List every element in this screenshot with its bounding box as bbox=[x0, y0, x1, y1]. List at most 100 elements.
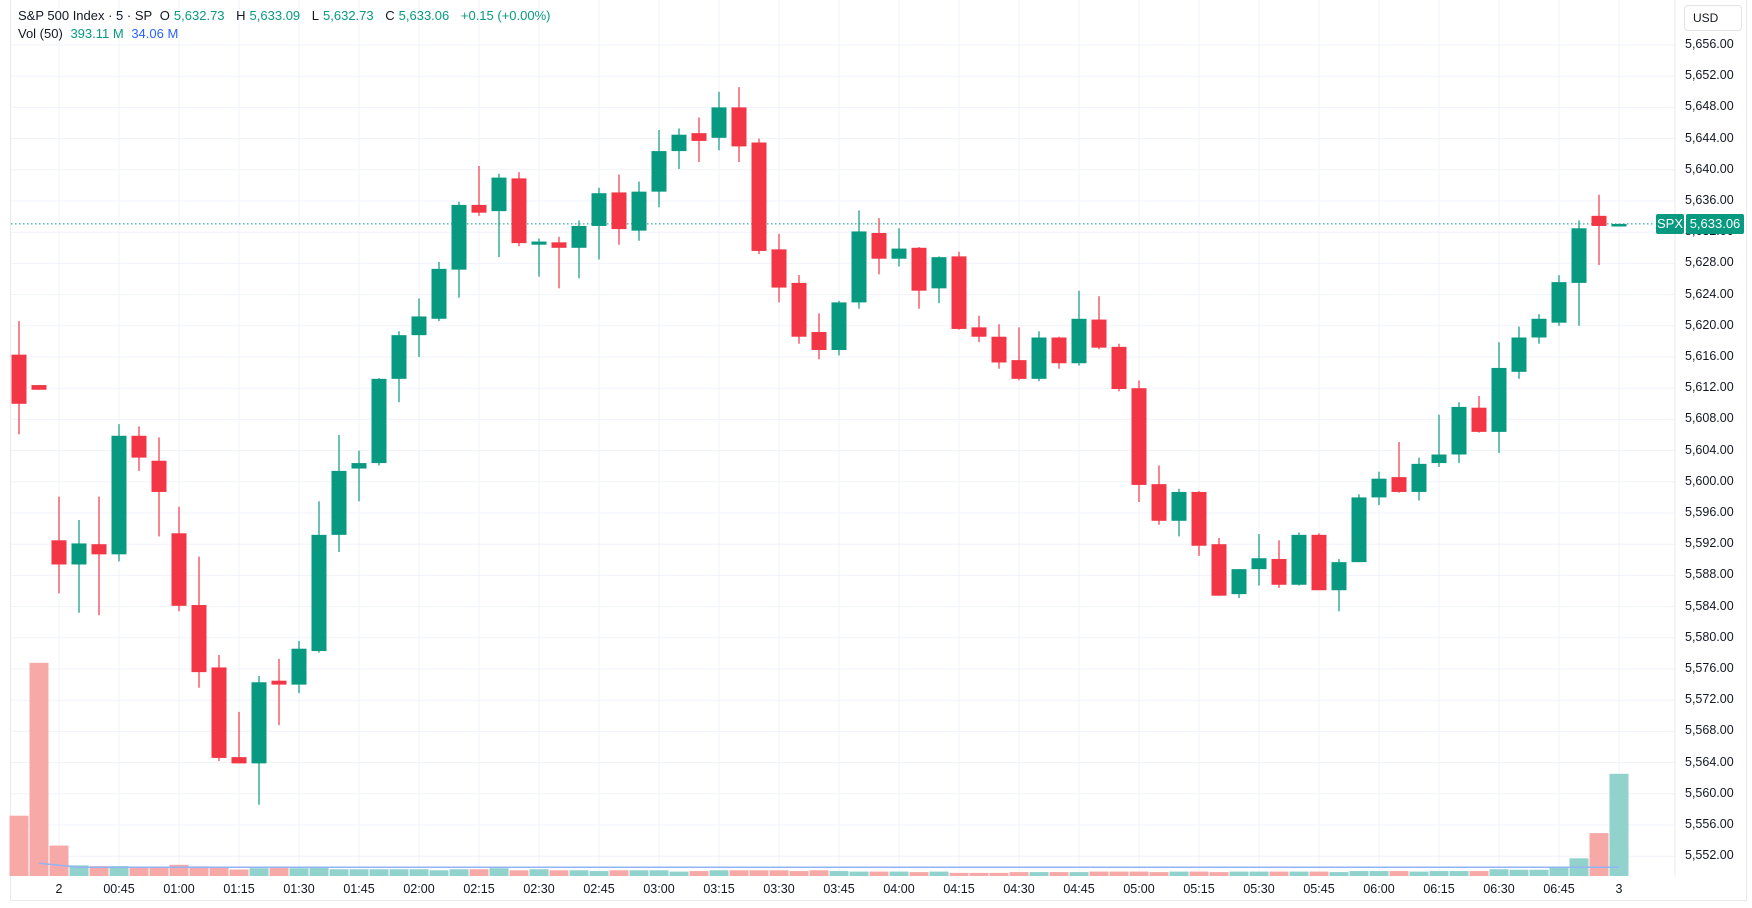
price-axis-label: 5,636.00 bbox=[1685, 193, 1734, 207]
candle bbox=[1131, 380, 1147, 503]
volume-bar bbox=[209, 867, 229, 876]
price-axis-label: 5,644.00 bbox=[1685, 130, 1734, 145]
time-axis-label: 02:30 bbox=[523, 882, 555, 896]
candle bbox=[331, 435, 347, 552]
volume-bar bbox=[469, 869, 489, 876]
volume-bar bbox=[169, 864, 189, 876]
volume-ma-value: 34.06 M bbox=[131, 26, 179, 41]
volume-bar bbox=[369, 869, 389, 876]
candle bbox=[851, 210, 867, 309]
volume-bar bbox=[109, 866, 129, 876]
candle bbox=[91, 496, 107, 616]
volume-bar bbox=[49, 845, 69, 876]
volume-bar bbox=[1409, 871, 1429, 876]
volume-bar bbox=[1109, 871, 1129, 876]
price-axis-label: 5,588.00 bbox=[1685, 567, 1734, 582]
price-axis-label: 5,568.00 bbox=[1685, 723, 1734, 738]
candle bbox=[611, 174, 627, 245]
candle bbox=[1031, 331, 1047, 382]
candle bbox=[471, 165, 487, 216]
candle bbox=[411, 298, 427, 357]
candle bbox=[1571, 220, 1587, 326]
candle bbox=[1371, 471, 1387, 506]
volume-bar bbox=[189, 866, 209, 876]
volume-bar bbox=[309, 867, 329, 876]
candle bbox=[1431, 414, 1447, 467]
candle bbox=[211, 654, 227, 762]
volume-bar bbox=[789, 871, 809, 876]
candle bbox=[1171, 488, 1187, 537]
volume-bar bbox=[1529, 869, 1549, 876]
candle bbox=[511, 172, 527, 247]
time-axis-label: 02:00 bbox=[403, 882, 435, 896]
candle bbox=[871, 218, 887, 275]
volume-bar bbox=[1189, 871, 1209, 876]
candle bbox=[991, 324, 1007, 369]
candle bbox=[311, 501, 327, 653]
volume-bar bbox=[1589, 833, 1609, 876]
volume-bar bbox=[1089, 871, 1109, 876]
candle bbox=[451, 201, 467, 298]
volume-bar bbox=[829, 871, 849, 876]
volume-bar bbox=[29, 662, 49, 876]
volume-bar bbox=[489, 868, 509, 876]
volume-bar bbox=[9, 815, 29, 876]
volume-bar bbox=[89, 866, 109, 876]
candle bbox=[551, 236, 567, 289]
volume-bar bbox=[69, 865, 89, 876]
change-value: +0.15 (+0.00%) bbox=[460, 8, 551, 23]
price-axis-label: 5,616.00 bbox=[1685, 349, 1734, 363]
candle bbox=[391, 331, 407, 403]
price-axis-label: 5,604.00 bbox=[1685, 442, 1734, 457]
close-value: 5,633.06 bbox=[398, 8, 450, 23]
volume-bar bbox=[809, 870, 829, 876]
time-axis-label: 05:45 bbox=[1303, 882, 1335, 896]
price-axis-label: 5,564.00 bbox=[1685, 754, 1734, 769]
candle bbox=[711, 91, 727, 151]
candle bbox=[591, 187, 607, 260]
volume-label[interactable]: Vol (50) bbox=[18, 26, 63, 41]
candle bbox=[1511, 326, 1527, 379]
volume-bar bbox=[229, 869, 249, 876]
volume-bar bbox=[449, 869, 469, 876]
price-axis-label: 5,572.00 bbox=[1685, 692, 1734, 707]
time-axis-label: 3 bbox=[1615, 882, 1623, 896]
volume-bar bbox=[869, 871, 889, 876]
volume-bar bbox=[1369, 871, 1389, 876]
volume-bar bbox=[289, 868, 309, 876]
time-axis-label: 03:45 bbox=[823, 882, 855, 896]
volume-bar bbox=[1509, 869, 1529, 876]
volume-bar bbox=[249, 868, 269, 876]
time-axis-label: 04:45 bbox=[1063, 882, 1095, 896]
candle bbox=[171, 506, 187, 612]
candle bbox=[651, 130, 667, 208]
ohlc-legend-row: S&P 500 Index · 5 · SP O 5,632.73 H 5,633.… bbox=[18, 8, 551, 23]
volume-bar bbox=[1029, 872, 1049, 876]
candle bbox=[1111, 343, 1127, 392]
volume-bar bbox=[1129, 871, 1149, 876]
volume-bar bbox=[269, 867, 289, 876]
price-axis-label: 5,556.00 bbox=[1685, 817, 1734, 831]
candle bbox=[1351, 494, 1367, 563]
volume-bar bbox=[1309, 871, 1329, 876]
time-axis-label: 01:45 bbox=[343, 882, 375, 896]
volume-bar bbox=[1429, 871, 1449, 876]
volume-bar bbox=[849, 871, 869, 876]
candle bbox=[691, 117, 707, 162]
candle bbox=[491, 173, 507, 258]
candle bbox=[831, 300, 847, 356]
candle bbox=[371, 378, 387, 466]
time-axis-label: 06:00 bbox=[1363, 882, 1395, 896]
high-value: 5,633.09 bbox=[249, 8, 301, 23]
symbol-title[interactable]: S&P 500 Index · 5 · SP bbox=[18, 8, 153, 23]
volume-bar bbox=[429, 870, 449, 876]
currency-button[interactable]: USD bbox=[1684, 5, 1742, 31]
volume-bar bbox=[569, 870, 589, 876]
time-axis-label: 05:30 bbox=[1243, 882, 1275, 896]
volume-bar bbox=[1069, 872, 1089, 876]
volume-bar bbox=[1269, 871, 1289, 876]
candle bbox=[1471, 396, 1487, 433]
time-axis-label: 03:00 bbox=[643, 882, 675, 896]
price-axis-label: 5,552.00 bbox=[1685, 848, 1734, 863]
